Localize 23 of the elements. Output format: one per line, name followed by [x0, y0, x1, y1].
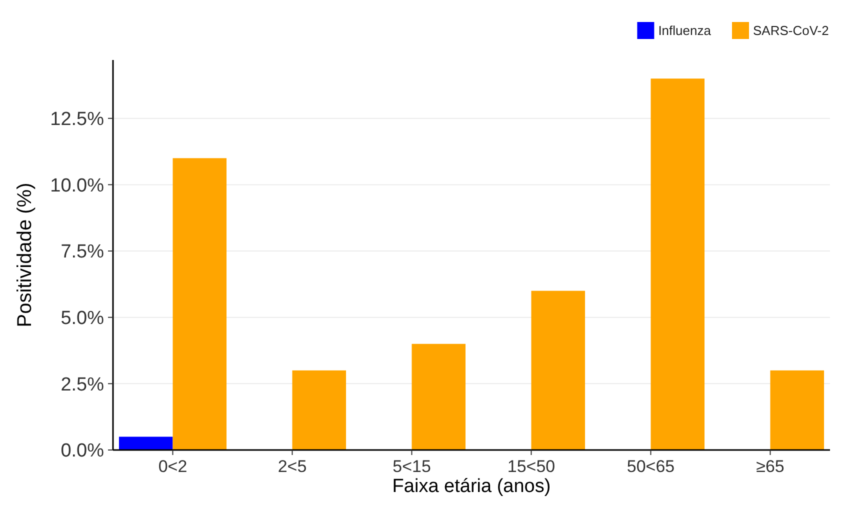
x-tick-label: ≥65 — [756, 457, 784, 476]
y-tick-label: 0.0% — [60, 440, 104, 462]
bar — [650, 78, 705, 450]
legend-label: SARS-CoV-2 — [753, 23, 829, 38]
bar — [292, 370, 346, 450]
y-tick-label: 10.0% — [50, 175, 104, 196]
x-tick-label: 0<2 — [158, 457, 188, 476]
bar — [118, 436, 173, 450]
x-tick-label: 2<5 — [278, 457, 307, 476]
bar — [531, 290, 586, 450]
y-tick-label: 2.5% — [60, 374, 104, 396]
y-tick-label: 7.5% — [60, 242, 104, 263]
x-tick-label: 5<15 — [392, 457, 431, 476]
bar — [412, 344, 466, 450]
y-tick-label: 12.5% — [50, 109, 104, 130]
legend-label: Influenza — [658, 23, 712, 38]
x-tick-label: 50<65 — [626, 457, 675, 476]
y-axis-title: Positividade (%) — [14, 182, 36, 328]
y-tick-label: 5.0% — [60, 308, 104, 329]
x-tick-label: 15<50 — [507, 457, 556, 476]
bar — [172, 158, 227, 450]
bar — [770, 370, 824, 450]
x-axis-title: Faixa etária (anos) — [392, 476, 551, 497]
